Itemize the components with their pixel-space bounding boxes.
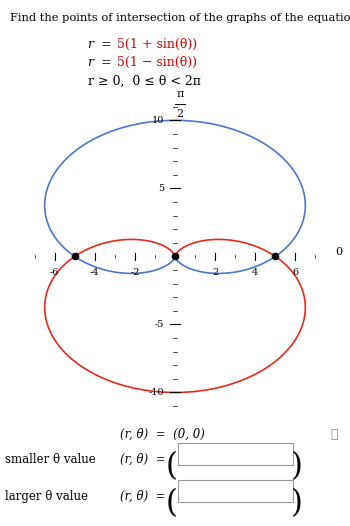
- Text: 5(1 − sin(θ)): 5(1 − sin(θ)): [117, 56, 197, 69]
- Text: π: π: [176, 88, 184, 98]
- Text: 0: 0: [336, 247, 343, 257]
- Text: larger θ value: larger θ value: [5, 490, 88, 503]
- Text: ⓘ: ⓘ: [330, 428, 337, 441]
- Text: 10: 10: [152, 116, 164, 125]
- Text: -2: -2: [130, 268, 140, 277]
- Text: ): ): [291, 451, 303, 482]
- Text: =: =: [101, 38, 111, 51]
- Text: r ≥ 0,  0 ≤ θ < 2π: r ≥ 0, 0 ≤ θ < 2π: [88, 75, 200, 88]
- Text: 5(1 + sin(θ)): 5(1 + sin(θ)): [117, 38, 197, 51]
- Text: 5: 5: [158, 184, 164, 193]
- Text: -5: -5: [155, 320, 164, 329]
- Bar: [178, 443, 293, 465]
- Text: smaller θ value: smaller θ value: [5, 453, 96, 466]
- Text: 2: 2: [176, 109, 184, 119]
- Text: Find the points of intersection of the graphs of the equations.: Find the points of intersection of the g…: [10, 13, 350, 23]
- Text: (: (: [166, 488, 178, 519]
- Text: (: (: [166, 451, 178, 482]
- Bar: [178, 480, 293, 502]
- Text: (r, θ)  =  (0, 0): (r, θ) = (0, 0): [120, 428, 205, 441]
- Text: (r, θ)  =: (r, θ) =: [120, 490, 166, 503]
- Text: r: r: [88, 38, 93, 51]
- Text: 6: 6: [292, 268, 299, 277]
- Text: ): ): [291, 488, 303, 519]
- Text: -10: -10: [148, 388, 164, 397]
- Text: -4: -4: [90, 268, 99, 277]
- Text: =: =: [101, 56, 111, 69]
- Text: 4: 4: [252, 268, 258, 277]
- Text: (r, θ)  =: (r, θ) =: [120, 453, 166, 466]
- Text: 2: 2: [212, 268, 218, 277]
- Text: -6: -6: [50, 268, 59, 277]
- Text: r: r: [88, 56, 93, 69]
